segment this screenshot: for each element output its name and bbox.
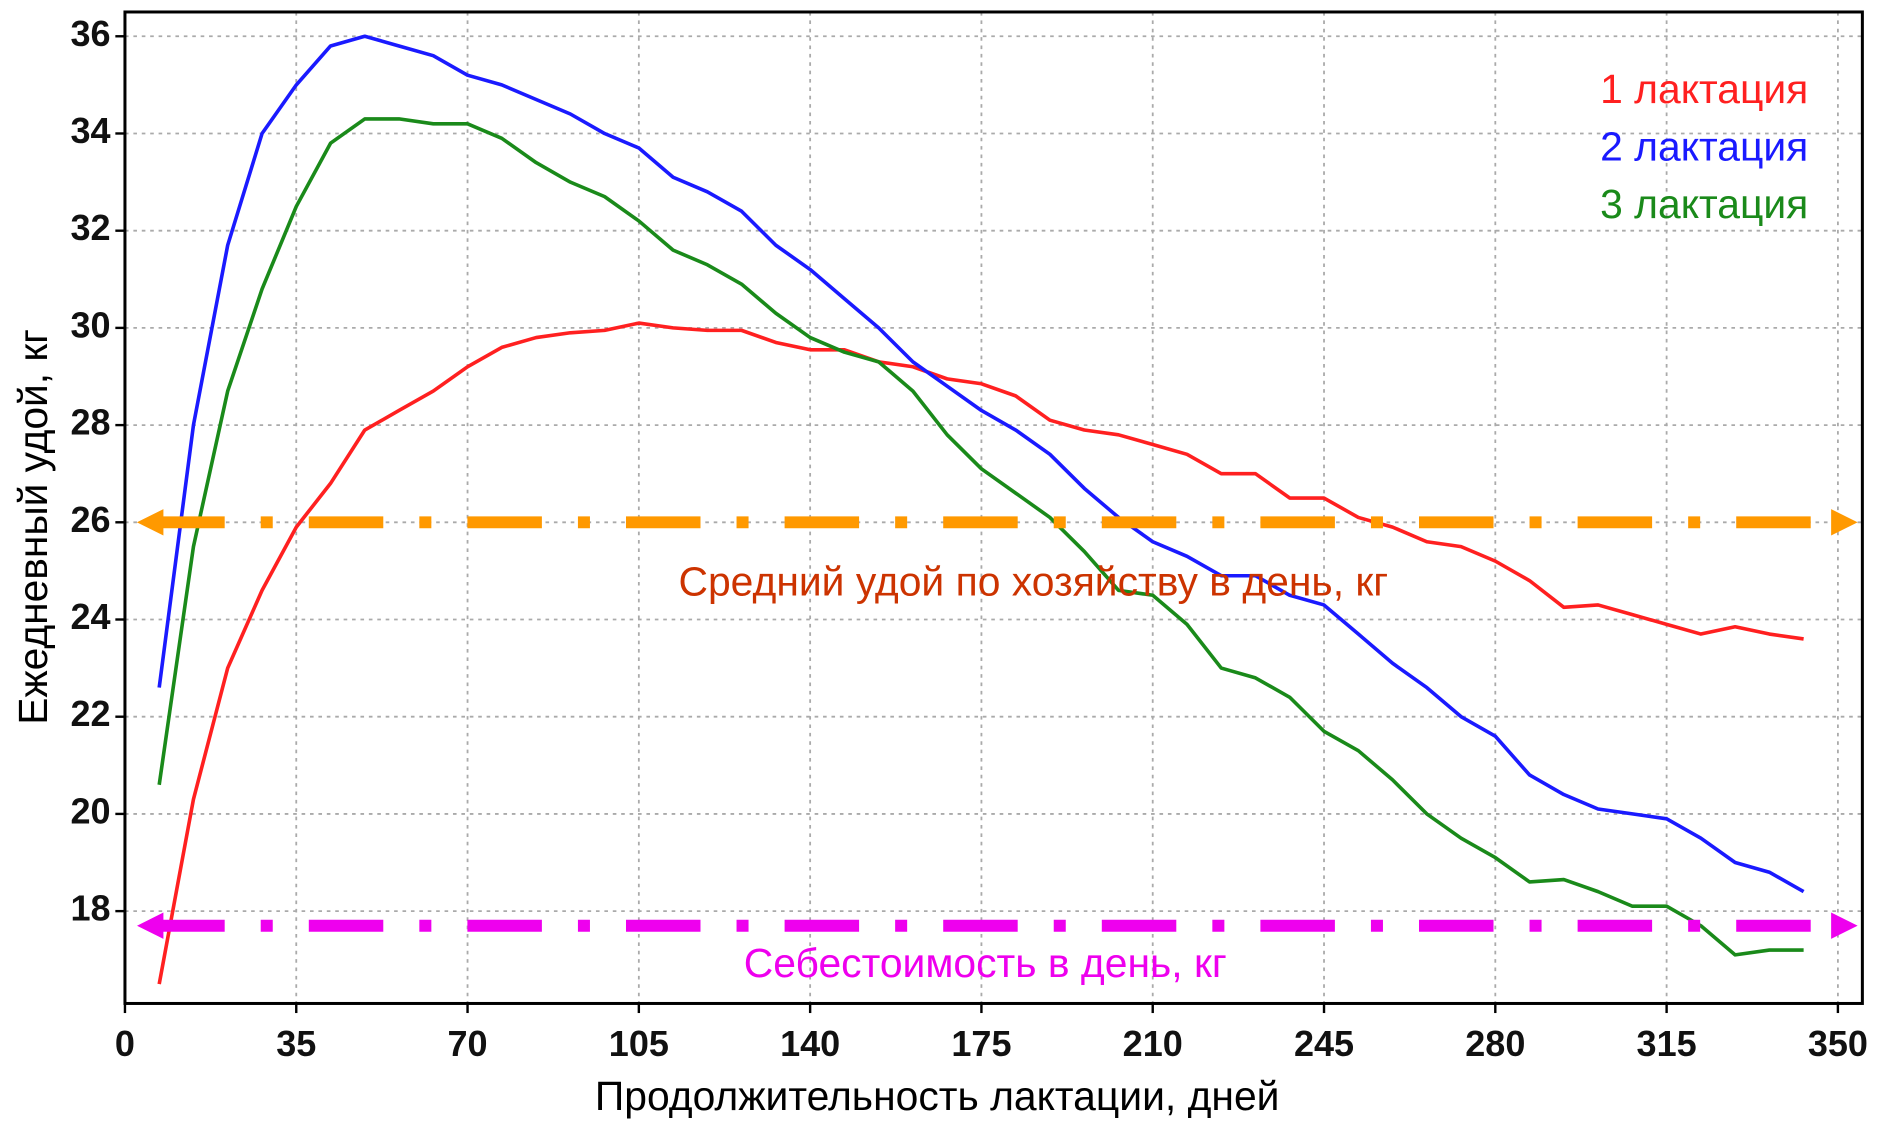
x-tick-label: 70 bbox=[448, 1023, 488, 1064]
series-line bbox=[157, 321, 1804, 985]
y-tick-label: 34 bbox=[70, 110, 110, 151]
x-tick-label: 245 bbox=[1294, 1023, 1354, 1064]
y-tick-label: 26 bbox=[70, 499, 110, 540]
y-tick-label: 18 bbox=[70, 888, 110, 929]
x-tick-label: 35 bbox=[276, 1023, 316, 1064]
x-tick-label: 210 bbox=[1123, 1023, 1183, 1064]
y-tick-label: 32 bbox=[70, 207, 110, 248]
x-tick-label: 315 bbox=[1637, 1023, 1697, 1064]
y-tick-label: 20 bbox=[70, 790, 110, 831]
x-tick-label: 175 bbox=[951, 1023, 1011, 1064]
series-line bbox=[157, 117, 1804, 957]
y-tick-label: 30 bbox=[70, 304, 110, 345]
x-tick-label: 280 bbox=[1465, 1023, 1525, 1064]
x-tick-label: 140 bbox=[780, 1023, 840, 1064]
y-axis-title: Ежедневный удой, кг bbox=[10, 329, 56, 725]
series-line bbox=[157, 34, 1805, 894]
legend-entry: 3 лактация bbox=[1600, 181, 1808, 227]
reference-label: Себестоимость в день, кг bbox=[744, 940, 1227, 986]
y-tick-label: 22 bbox=[70, 693, 110, 734]
x-axis-title: Продолжительность лактации, дней bbox=[595, 1073, 1280, 1119]
x-tick-label: 105 bbox=[609, 1023, 669, 1064]
y-tick-label: 24 bbox=[70, 596, 110, 637]
legend-entry: 1 лактация bbox=[1600, 66, 1808, 112]
reference-label: Средний удой по хозяйству в день, кг bbox=[678, 558, 1388, 604]
legend-entry: 2 лактация bbox=[1600, 123, 1808, 169]
y-tick-label: 28 bbox=[70, 402, 110, 443]
x-tick-label: 350 bbox=[1808, 1023, 1868, 1064]
plot-frame bbox=[123, 10, 1864, 1005]
x-tick-label: 0 bbox=[115, 1023, 135, 1064]
y-tick-label: 36 bbox=[70, 13, 110, 54]
